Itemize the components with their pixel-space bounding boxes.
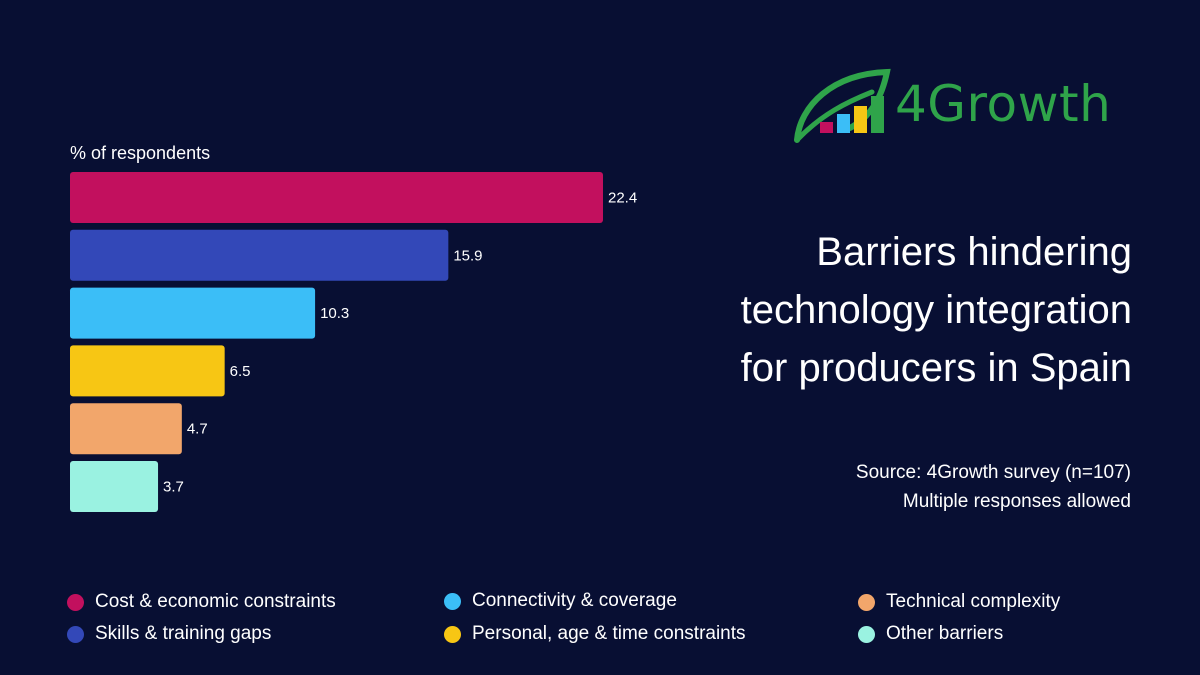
legend-item: Other barriers	[858, 623, 1003, 645]
legend-item: Personal, age & time constraints	[444, 623, 746, 645]
bar-value-label: 6.5	[230, 363, 251, 380]
source-note: Source: 4Growth survey (n=107) Multiple …	[731, 458, 1131, 516]
logo-text: 4Growth	[895, 75, 1112, 133]
legend-label: Technical complexity	[886, 591, 1061, 612]
logo: 4Growth	[792, 66, 1137, 146]
bar-value-label: 3.7	[163, 479, 184, 496]
legend-item: Cost & economic constraints	[67, 591, 336, 613]
responses-note: Multiple responses allowed	[902, 491, 1131, 512]
legend-item: Connectivity & coverage	[444, 590, 677, 612]
legend-label: Other barriers	[886, 623, 1004, 644]
legend-label: Cost & economic constraints	[95, 591, 336, 612]
logo-leaf-icon	[794, 68, 891, 143]
bar-3	[70, 287, 316, 339]
bar-value-label: 22.4	[608, 190, 637, 207]
bar-4	[70, 345, 225, 397]
legend-item: Skills & training gaps	[67, 623, 271, 645]
bar-value-label: 10.3	[320, 305, 349, 322]
legend-swatch	[444, 625, 461, 643]
title-line: for producers in Spain	[740, 346, 1132, 390]
bar-1	[70, 172, 603, 223]
title-line: technology integration	[740, 288, 1132, 332]
legend-label: Connectivity & coverage	[472, 590, 677, 611]
legend-label: Personal, age & time constraints	[472, 623, 746, 644]
axis-label: % of respondents	[70, 143, 211, 163]
legend-swatch	[858, 625, 875, 643]
legend-swatch	[67, 625, 84, 643]
bar-5	[70, 403, 182, 455]
legend-label: Skills & training gaps	[95, 623, 272, 644]
bar-2	[70, 229, 449, 281]
bar-6	[70, 461, 159, 512]
legend-item: Technical complexity	[858, 591, 1060, 613]
source-line: Source: 4Growth survey (n=107)	[855, 462, 1131, 483]
chart-title: Barriers hindering technology integratio…	[612, 223, 1132, 397]
title-line: Barriers hindering	[816, 230, 1132, 274]
bar-value-label: 4.7	[187, 421, 208, 438]
legend-swatch	[858, 593, 875, 611]
legend-swatch	[444, 592, 461, 610]
bar-value-label: 15.9	[453, 247, 482, 264]
legend-swatch	[67, 593, 84, 611]
